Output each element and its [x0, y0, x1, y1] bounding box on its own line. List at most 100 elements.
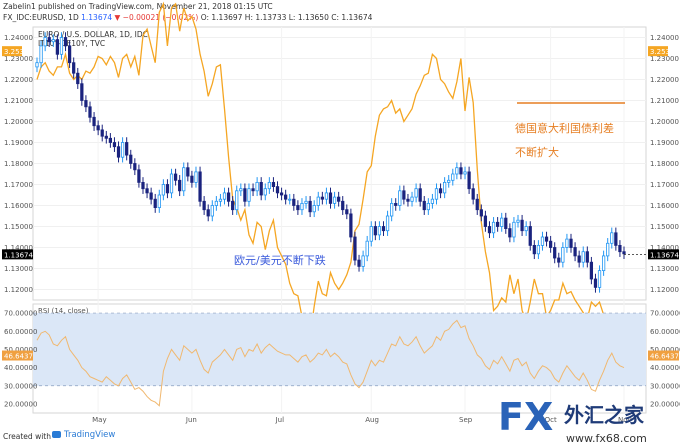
fx68-watermark: FX 外汇之家 www.fx68.com [498, 395, 647, 445]
candle-body [308, 200, 312, 213]
candle-body [430, 198, 435, 204]
candle-body [96, 125, 100, 131]
candle-body [426, 202, 430, 211]
candle-body [406, 198, 410, 202]
candle-body [239, 188, 243, 192]
candle-body [369, 226, 373, 242]
price-tick-left: 1.18000 [4, 160, 33, 168]
candle-body [483, 215, 488, 227]
candle-body [597, 270, 602, 288]
candle-body [524, 226, 528, 232]
rsi-tick-right: 70.00000 [650, 310, 680, 318]
candle-body [178, 179, 182, 192]
rsi-line [36, 319, 625, 407]
candle-body [536, 244, 541, 255]
candle-body [222, 192, 227, 200]
candle-body [553, 247, 557, 259]
candle-body [202, 200, 206, 211]
candle-body [43, 37, 47, 47]
candle-body [422, 200, 426, 211]
candle-body [80, 83, 84, 101]
candle-body [312, 205, 316, 213]
price-tag-right: 1.13674 [650, 251, 679, 259]
rsi-tick-left: 40.00000 [4, 364, 37, 372]
candle-body [577, 255, 581, 263]
candle-body [63, 37, 68, 47]
candle-body [271, 181, 276, 187]
candle-body [353, 236, 357, 261]
candle-body [251, 188, 255, 192]
candle-body [141, 181, 145, 190]
candle-body [173, 173, 178, 181]
candle-body [92, 116, 96, 127]
price-tick-right: 1.16000 [650, 202, 679, 210]
spread-annotation-text-2: 不断扩大 [515, 145, 559, 159]
rsi-tick-right: 40.00000 [650, 364, 680, 372]
price-tick-right: 1.14000 [650, 244, 679, 252]
candle-body [288, 198, 292, 201]
candle-body [190, 175, 194, 183]
time-tick-label: Oct [545, 416, 557, 424]
price-tick-right: 1.18000 [650, 160, 679, 168]
symbol: FX_IDC:EURUSD, 1D [3, 13, 79, 22]
watermark-cn: 外汇之家 [564, 403, 645, 427]
candle-body [418, 188, 422, 202]
price-tick-left: 1.24000 [4, 34, 33, 42]
candle-body [373, 226, 377, 236]
candle-body [255, 181, 259, 192]
candle-body [275, 186, 280, 194]
tradingview-logo[interactable]: TradingView [52, 430, 115, 440]
candle-body [76, 72, 80, 85]
price-tick-left: 1.23000 [4, 55, 33, 63]
candle-body [296, 205, 300, 211]
candle-body [622, 251, 626, 255]
rsi-tick-left: 50.00000 [4, 346, 37, 354]
spread-tag-bg [648, 46, 668, 57]
legend-title: EURO / U.S. DOLLAR, 1D, IDC [38, 30, 148, 39]
spread-tag-right: 3.253 [650, 48, 670, 56]
legend-overlay: IT10Y-DE10Y, TVC [38, 39, 105, 48]
candle-body [129, 154, 133, 164]
candle-body [235, 190, 239, 211]
candle-body [573, 247, 577, 257]
candle-body [618, 244, 622, 253]
candle-body [459, 167, 463, 175]
price-tick-right: 1.23000 [650, 55, 679, 63]
candle-body [414, 188, 418, 198]
candle-body [390, 202, 394, 217]
candle-body [398, 190, 402, 206]
candle-body [463, 171, 467, 175]
price-tick-left: 1.20000 [4, 118, 33, 126]
price-tick-left: 1.22000 [4, 76, 33, 84]
candle-body [324, 192, 329, 200]
price-tick-right: 1.24000 [650, 34, 679, 42]
change: ▼ −0.00021 (−0.02%) [114, 13, 199, 22]
candle-body [316, 196, 320, 206]
candle-body [532, 244, 536, 255]
price-tick-right: 1.20000 [650, 118, 679, 126]
candle-body [549, 240, 553, 248]
candle-body [157, 194, 161, 208]
time-tick-label: Sep [459, 416, 473, 424]
candle-body [39, 45, 43, 64]
candle-body [471, 188, 475, 200]
rsi-tick-left: 30.00000 [4, 382, 37, 390]
rsi-tag-right: 46.6437 [650, 353, 679, 361]
candle-body [365, 240, 369, 257]
candle-body [601, 255, 606, 271]
candle-body [614, 232, 618, 246]
time-tick-label: May [92, 416, 106, 424]
candle-body [59, 37, 64, 55]
candle-body [491, 221, 496, 234]
candle-body [349, 213, 353, 238]
candle-body [589, 261, 594, 280]
eurusd-annotation-text: 欧元/美元不断下跌 [234, 253, 326, 267]
candle-body [300, 202, 304, 211]
candle-body [263, 188, 267, 196]
spread-tag-left: 3.253 [4, 48, 24, 56]
candle-body [357, 259, 361, 267]
ohlc: O: 1.13697 H: 1.13733 L: 1.13650 C: 1.13… [200, 13, 373, 22]
price-tick-left: 1.17000 [4, 181, 33, 189]
published-line: Zabelin1 published on TradingView.com, N… [3, 2, 273, 11]
